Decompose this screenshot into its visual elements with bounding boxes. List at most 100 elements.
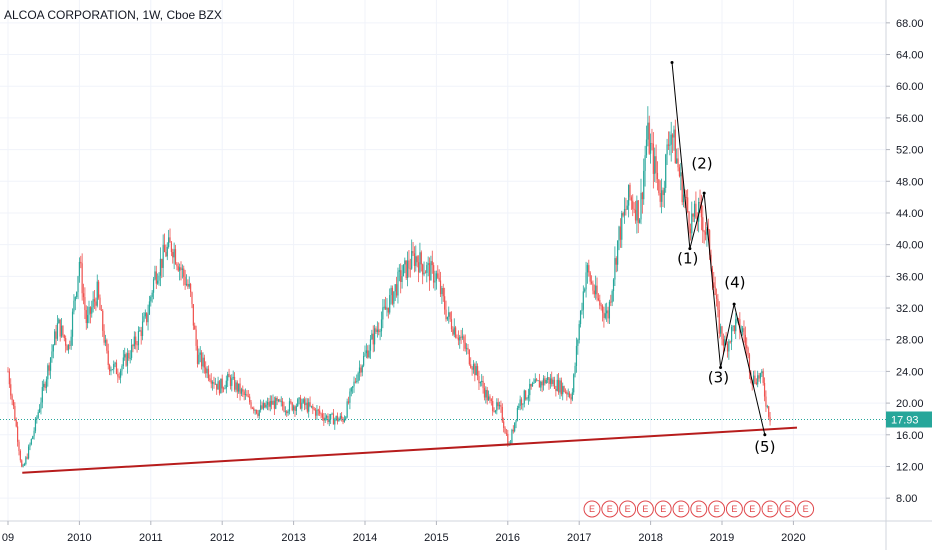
candle-body	[507, 433, 509, 446]
candle-body	[761, 371, 763, 374]
candle-body	[268, 402, 270, 407]
candle-body	[601, 305, 604, 313]
candle-body	[187, 283, 189, 287]
candle-body	[606, 310, 608, 314]
candle-body	[26, 457, 28, 459]
candle-body	[748, 354, 751, 373]
candle-body	[78, 261, 80, 277]
earnings-label: E	[660, 504, 666, 514]
candle-body	[21, 460, 23, 467]
candle-body	[309, 402, 311, 407]
candle-body	[537, 380, 539, 382]
candle-body	[544, 378, 546, 384]
candle-body	[202, 357, 204, 367]
candle-body	[382, 307, 384, 320]
candle-body	[360, 367, 362, 373]
candle-body	[303, 399, 306, 406]
candle-body	[698, 201, 700, 222]
wave-point[interactable]	[702, 191, 706, 195]
candle-body	[139, 330, 141, 332]
earnings-icon[interactable]	[654, 500, 672, 518]
candle-body	[482, 380, 484, 389]
candle-body	[560, 380, 562, 395]
candle-body	[135, 336, 137, 345]
candle-body	[95, 301, 97, 306]
earnings-icon[interactable]	[583, 500, 601, 518]
candle-body	[121, 366, 123, 371]
wave-point[interactable]	[763, 433, 767, 437]
candle-body	[328, 419, 330, 422]
candle-body	[298, 397, 300, 400]
candle-body	[494, 410, 497, 412]
wave-point[interactable]	[688, 247, 692, 251]
candle-body	[726, 344, 729, 352]
candle-body	[400, 270, 402, 282]
candle-body	[584, 289, 586, 292]
candle-body	[551, 378, 553, 384]
price-tick-label: 28.00	[896, 335, 924, 347]
support-line[interactable]	[22, 426, 798, 474]
candle-body	[667, 144, 670, 146]
candle-body	[729, 341, 731, 343]
candle-body	[420, 252, 422, 265]
candle-body	[169, 237, 171, 243]
candle-body	[718, 309, 720, 334]
candle-body	[376, 329, 378, 332]
candle-body	[240, 389, 243, 394]
earnings-icon[interactable]	[690, 500, 708, 518]
candle-body	[575, 345, 578, 366]
candle-body	[504, 427, 506, 434]
candle-body	[70, 336, 72, 346]
candle-body	[691, 213, 693, 234]
earnings-icon[interactable]	[636, 500, 654, 518]
earnings-icon[interactable]	[761, 500, 779, 518]
candle-body	[640, 192, 642, 220]
earnings-icon[interactable]	[797, 500, 815, 518]
candle-body	[618, 226, 620, 241]
earnings-icon[interactable]	[619, 500, 637, 518]
candle-body	[622, 213, 624, 216]
candle-body	[85, 310, 87, 324]
candle-body	[604, 313, 606, 318]
elliott-wave-drawing[interactable]	[670, 60, 767, 437]
candle-body	[737, 318, 740, 320]
candle-body	[475, 366, 477, 376]
earnings-icon[interactable]	[743, 500, 761, 518]
candle-body	[599, 300, 601, 306]
candle-body	[566, 392, 568, 395]
candle-body	[327, 416, 329, 422]
earnings-icon[interactable]	[672, 500, 690, 518]
wave-polyline[interactable]	[671, 62, 766, 435]
candle-body	[22, 465, 24, 467]
price-tick-label: 32.00	[896, 303, 924, 315]
support-trendline[interactable]	[22, 426, 798, 474]
candle-body	[597, 298, 600, 301]
wave-point[interactable]	[719, 365, 723, 369]
candle-body	[209, 378, 211, 381]
candle-body	[450, 319, 453, 330]
earnings-icon[interactable]	[708, 500, 726, 518]
candle-body	[54, 331, 56, 346]
earnings-icon[interactable]	[601, 500, 619, 518]
candle-body	[130, 345, 133, 358]
price-axis[interactable]: 8.00 12.00 16.00 20.00 24.00 28.00 32.00 36.00 4…	[886, 18, 924, 505]
candle-body	[677, 158, 679, 168]
candle-body	[133, 336, 135, 347]
candle-body	[538, 380, 540, 388]
earnings-icon[interactable]	[779, 500, 797, 518]
earnings-icon[interactable]	[725, 500, 743, 518]
candle-body	[358, 367, 361, 374]
candle-body	[435, 273, 437, 281]
earnings-label: E	[785, 504, 791, 514]
candle-body	[43, 383, 45, 388]
candle-body	[595, 285, 597, 295]
candle-body	[8, 371, 10, 385]
time-axis[interactable]: 09 2010 2011 2012 2013 2014 2015 2016 2017 2018 20…	[2, 521, 806, 544]
wave-point[interactable]	[732, 302, 736, 306]
candle-body	[641, 192, 643, 200]
wave-point[interactable]	[670, 60, 674, 64]
candle-body	[619, 226, 621, 240]
candle-body	[109, 364, 111, 372]
